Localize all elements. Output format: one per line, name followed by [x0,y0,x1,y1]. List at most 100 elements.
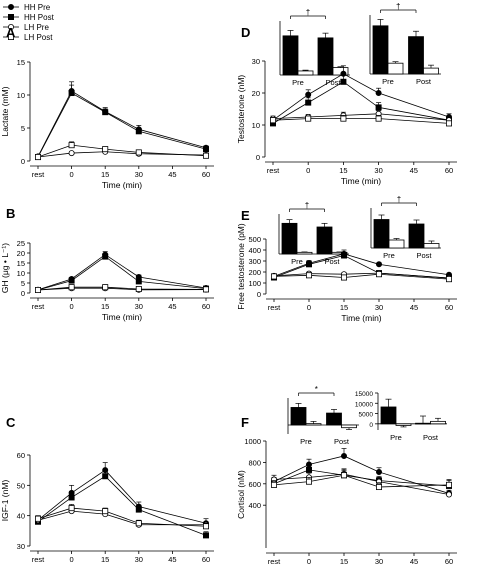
inset-bar-chart: Pre Post † [369,2,441,86]
x-tick-label: rest [32,170,45,179]
x-tick-label: 60 [445,166,453,175]
data-point [305,478,312,485]
data-point [102,508,109,515]
legend-entry: LH Pre [24,23,49,32]
series-lh-post [35,141,209,161]
y-axis-label: Lactate (mM) [0,86,10,136]
data-point [202,532,209,539]
x-tick-label: 60 [202,555,210,564]
inset-bar-pre-lh [395,423,412,426]
x-tick-label: rest [267,166,280,175]
data-point [269,117,276,124]
data-point [375,104,382,111]
panel-label: D [241,25,250,40]
data-point [102,284,109,291]
series-line [273,473,450,495]
inset-category-label: Post [423,433,439,442]
x-tick-label: 15 [339,166,347,175]
x-axis-label: Time (min) [341,176,381,186]
inset-bar-pre-lh [387,62,404,75]
data-point [375,115,382,122]
data-point [135,506,142,513]
panel-label: A [6,25,16,40]
series-line [37,144,207,158]
y-tick-label: 0 [256,153,260,162]
data-point [68,284,75,291]
inset-category-label: Pre [383,251,395,260]
legend-marker [7,4,14,10]
y-tick-label: 800 [248,458,261,467]
y-tick-label: 100 [248,279,261,288]
data-point [35,286,42,293]
data-point [305,91,312,98]
x-tick-label: 30 [374,166,382,175]
data-point [102,146,109,153]
y-tick-label: 20 [17,249,25,258]
data-point [68,277,75,284]
data-point [340,78,347,85]
data-point [305,115,312,122]
data-point [35,515,42,522]
y-tick-label: 200 [248,268,261,277]
x-tick-label: 45 [168,302,176,311]
series-line [37,469,207,524]
significance-marker: † [305,201,309,210]
data-point [202,152,209,159]
data-point [375,261,382,268]
panel-label: C [6,415,16,430]
inset-y-tick-label: 5000 [359,412,374,419]
y-axis-label: Free testosterone (pM) [236,223,246,310]
y-tick-label: 1000 [244,437,261,446]
data-point [68,142,75,149]
y-tick-label: 20 [252,89,260,98]
x-tick-label: 30 [375,303,383,312]
x-tick-label: 45 [410,557,418,566]
inset-bar-pre-hh [380,406,397,425]
y-tick-label: 15 [17,58,25,67]
data-point [445,276,452,283]
inset-bar-chart: 0 5000 10000 15000 Pre Post [355,391,447,442]
inset-bar-chart: Pre Post * [287,385,359,446]
x-tick-label: 30 [135,302,143,311]
x-tick-label: 0 [306,166,310,175]
x-tick-label: 0 [70,302,74,311]
inset-bar-post-lh [341,424,357,429]
inset-bar-post-hh [317,37,334,76]
inset-category-label: Pre [292,78,304,87]
legend-entry: LH Post [24,33,53,42]
y-tick-label: 400 [248,501,261,510]
x-tick-label: 60 [202,170,210,179]
series-lh-post [270,470,452,491]
y-tick-label: 25 [17,239,25,248]
data-point [305,261,312,268]
y-axis-label: Cortisol (nM) [236,470,246,519]
inset-y-tick-label: 10000 [355,401,373,408]
data-point [135,278,142,285]
x-axis-label: Time (min) [102,312,142,322]
data-point [68,505,75,512]
inset-bar-post-hh [408,36,424,75]
x-tick-label: 30 [135,555,143,564]
panel-label: F [241,415,249,430]
data-point [202,286,209,293]
data-point [270,273,277,280]
y-tick-label: 0 [257,290,261,299]
panel-label: B [6,206,15,221]
x-tick-label: 15 [101,302,109,311]
series-line [37,256,207,291]
data-point [445,120,452,127]
x-tick-label: 60 [445,557,453,566]
data-point [68,150,75,157]
y-axis-label: IGF-1 (nM) [0,480,10,522]
inset-bar-pre-lh [305,423,322,426]
inset-y-tick-label: 0 [369,422,373,429]
inset-bar-pre-hh [281,222,298,255]
panel-E: E 0 100 200 300 400 500 rest 0 15 30 45 60 Time (min)… [236,195,457,323]
data-point [135,520,142,527]
inset-category-label: Post [416,77,432,86]
inset-bar-pre-hh [282,35,299,76]
x-tick-label: 45 [168,170,176,179]
x-tick-label: 60 [202,302,210,311]
inset-bar-pre-lh [296,251,313,255]
